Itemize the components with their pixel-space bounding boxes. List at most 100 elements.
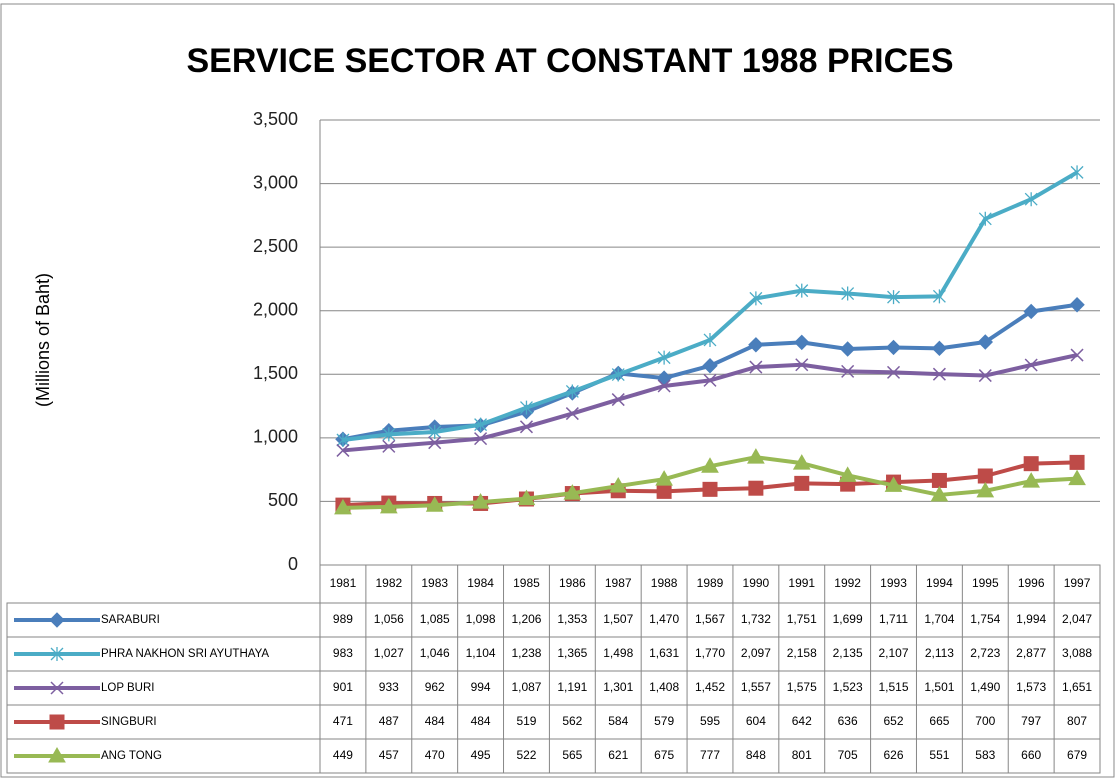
table-value: 1,751 — [787, 612, 817, 626]
table-value: 1,353 — [557, 612, 587, 626]
table-value: 2,158 — [787, 646, 817, 660]
x-tick-label: 1984 — [467, 576, 494, 590]
data-point — [794, 334, 810, 351]
table-value: 675 — [654, 748, 674, 762]
table-value: 1,567 — [695, 612, 725, 626]
table-value: 3,088 — [1062, 646, 1092, 660]
data-point — [886, 365, 901, 379]
data-point — [795, 358, 809, 372]
data-point — [563, 484, 582, 500]
x-tick-label: 1989 — [697, 576, 724, 590]
table-value: 522 — [516, 748, 536, 762]
table-value: 1,711 — [879, 612, 908, 626]
table-value: 983 — [333, 646, 353, 660]
x-tick-label: 1991 — [788, 576, 815, 590]
data-point — [334, 498, 352, 515]
table-value: 1,699 — [833, 612, 863, 626]
legend-label: SINGBURI — [101, 716, 157, 728]
table-value: 1,515 — [879, 680, 909, 694]
data-point — [565, 384, 579, 399]
data-point — [1070, 165, 1084, 180]
x-tick-label: 1983 — [421, 576, 448, 590]
table-value: 1,631 — [649, 646, 679, 660]
table-value: 621 — [608, 748, 628, 762]
data-point — [749, 291, 763, 306]
data-point — [1024, 192, 1038, 207]
table-value: 449 — [333, 748, 353, 762]
data-point — [517, 489, 536, 506]
y-tick-label: 1,000 — [253, 427, 298, 447]
data-point — [519, 420, 534, 434]
table-value: 2,113 — [925, 646, 954, 660]
table-value: 807 — [1067, 714, 1087, 728]
table-value: 471 — [333, 714, 353, 728]
data-point — [748, 337, 764, 353]
table-value: 579 — [654, 714, 674, 728]
table-value: 1,575 — [787, 680, 817, 694]
table-value: 1,994 — [1016, 612, 1046, 626]
table-value: 801 — [792, 748, 812, 762]
legend-marker — [50, 681, 64, 695]
table-value: 484 — [471, 714, 491, 728]
data-point — [978, 369, 992, 383]
table-value: 1,490 — [970, 680, 1000, 694]
data-point — [609, 477, 628, 493]
data-point — [520, 400, 533, 415]
data-point — [885, 339, 902, 356]
table-value: 933 — [379, 680, 399, 694]
x-tick-label: 1985 — [513, 576, 540, 590]
x-tick-label: 1982 — [375, 576, 402, 590]
table-value: 1,732 — [741, 612, 771, 626]
x-tick-label: 1993 — [880, 576, 907, 590]
data-point — [701, 457, 719, 473]
data-point — [887, 290, 900, 305]
table-value: 470 — [425, 748, 445, 762]
y-tick-label: 3,500 — [253, 109, 298, 129]
y-tick-label: 0 — [288, 554, 298, 574]
table-value: 1,557 — [741, 680, 771, 694]
data-point — [931, 340, 948, 357]
table-value: 1,027 — [374, 646, 404, 660]
data-point — [428, 436, 442, 450]
data-point — [1069, 454, 1085, 470]
data-point — [841, 364, 855, 378]
data-point — [748, 480, 764, 496]
table-value: 1,087 — [511, 680, 541, 694]
table-value: 565 — [562, 748, 582, 762]
legend-label: SARABURI — [101, 614, 160, 626]
table-value: 1,191 — [557, 680, 587, 694]
legend-marker — [49, 612, 65, 628]
data-point — [565, 407, 579, 421]
data-point — [1022, 472, 1041, 488]
data-point — [336, 443, 350, 457]
table-value: 2,135 — [833, 646, 863, 660]
y-tick-label: 500 — [268, 490, 298, 510]
data-point — [795, 283, 809, 298]
data-point — [1023, 456, 1039, 472]
data-point — [839, 341, 856, 357]
table-value: 626 — [884, 748, 904, 762]
table-value: 519 — [516, 714, 536, 728]
data-point — [703, 332, 717, 347]
y-tick-label: 2,500 — [253, 236, 298, 256]
legend-label: LOP BURI — [101, 682, 154, 694]
x-tick-label: 1997 — [1064, 576, 1091, 590]
table-value: 665 — [929, 714, 949, 728]
y-tick-label: 3,000 — [253, 172, 298, 192]
data-point — [884, 476, 903, 492]
table-value: 797 — [1021, 714, 1041, 728]
data-point — [611, 367, 625, 382]
legend-label: ANG TONG — [101, 750, 162, 762]
table-value: 1,056 — [374, 612, 404, 626]
table-value: 1,523 — [833, 680, 863, 694]
data-point — [1068, 469, 1086, 486]
chart-frame — [0, 3, 1115, 778]
data-point — [1069, 297, 1085, 313]
table-value: 1,085 — [420, 612, 450, 626]
table-value: 636 — [838, 714, 858, 728]
table-value: 1,573 — [1016, 680, 1046, 694]
chart-title: SERVICE SECTOR AT CONSTANT 1988 PRICES — [186, 42, 953, 80]
data-point — [703, 373, 717, 387]
data-point — [611, 393, 625, 407]
